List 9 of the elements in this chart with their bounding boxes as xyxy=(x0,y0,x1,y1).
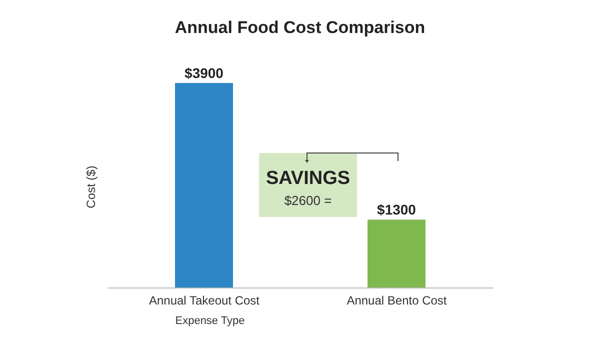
x-axis-title: Expense Type xyxy=(175,315,245,327)
annotation: SAVINGS xyxy=(266,168,350,190)
chart-title: Annual Food Cost Comparison xyxy=(174,18,426,38)
x-tick-label: Annual Bento Cost xyxy=(346,294,448,308)
data-label: $1300 xyxy=(377,202,416,218)
y-axis-title: Cost ($) xyxy=(84,166,98,208)
data-label: $3900 xyxy=(184,65,224,81)
x-tick-label: Annual Takeout Cost xyxy=(148,294,260,308)
annotation: $2600 = xyxy=(284,193,332,208)
